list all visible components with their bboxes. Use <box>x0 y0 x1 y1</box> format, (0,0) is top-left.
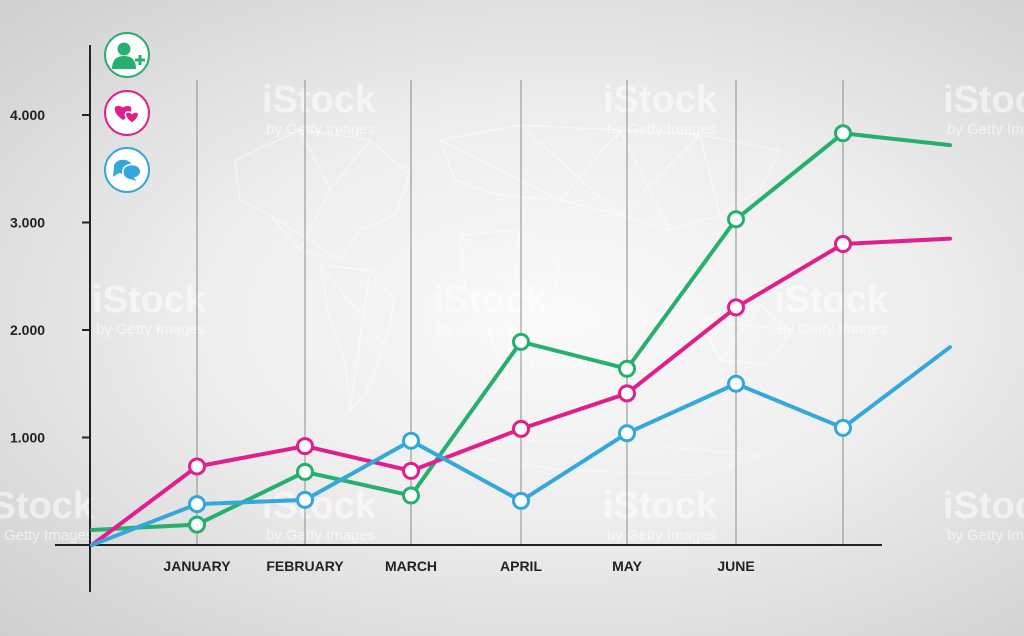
data-point <box>296 437 314 456</box>
data-point <box>727 210 745 229</box>
watermark-brand: iStock <box>92 279 207 321</box>
y-tick-label: 2.000 <box>10 322 45 338</box>
icon-ring <box>104 32 150 78</box>
data-point <box>834 235 852 253</box>
data-point <box>834 418 852 437</box>
x-tick-label: MARCH <box>385 558 437 574</box>
watermark-brand: iStock <box>774 279 889 321</box>
data-point <box>512 419 530 438</box>
y-tick-labels: 1.000 2.000 3.000 4.000 <box>10 107 45 446</box>
series-2 <box>90 345 952 547</box>
user-head <box>117 42 131 56</box>
data-point <box>618 359 636 378</box>
watermark-sub: by Getty Images <box>947 527 1024 544</box>
heart-front <box>124 111 140 125</box>
data-point <box>402 461 420 480</box>
x-tick-label: FEBRUARY <box>266 558 344 574</box>
data-point <box>188 515 206 534</box>
data-point <box>618 384 636 403</box>
data-point <box>296 490 314 509</box>
series-layer <box>90 124 952 547</box>
x-tick-label: APRIL <box>500 558 542 574</box>
data-point <box>402 486 420 505</box>
watermark-sub: by Getty Images <box>266 527 375 544</box>
data-point <box>512 491 530 510</box>
data-point <box>296 462 314 481</box>
x-tick-label: MAY <box>612 558 642 574</box>
watermark-sub: by Getty Images <box>266 121 375 138</box>
watermark-brand: iStock <box>603 79 718 121</box>
plus-sign <box>135 55 145 65</box>
y-tick-label: 1.000 <box>10 430 45 446</box>
y-tick-label: 3.000 <box>10 215 45 231</box>
series-1 <box>90 235 952 547</box>
user-body <box>112 56 136 69</box>
watermark-sub: by Getty Images <box>778 321 887 338</box>
data-point <box>188 495 206 514</box>
data-point <box>188 457 206 476</box>
chat-bubbles-icon <box>104 147 150 193</box>
watermark-sub: by Getty Images <box>437 321 546 338</box>
watermark-brand: iStock <box>262 79 377 121</box>
watermark-sub: by Getty Images <box>96 321 205 338</box>
watermark-brand: iStock <box>0 485 95 527</box>
bubble-front <box>122 163 142 185</box>
data-point <box>727 298 745 317</box>
axes <box>55 45 882 592</box>
y-tick-label: 4.000 <box>10 107 45 123</box>
series-0 <box>90 124 952 534</box>
user-add-icon <box>104 32 150 78</box>
hearts-icon <box>104 90 150 136</box>
watermark-brand: iStock <box>603 485 718 527</box>
data-point <box>834 124 852 143</box>
x-tick-label: JANUARY <box>163 558 231 574</box>
data-point <box>618 424 636 443</box>
x-tick-labels: JANUARY FEBRUARY MARCH APRIL MAY JUNE <box>163 558 754 574</box>
watermark-sub: by Getty Images <box>0 527 93 544</box>
x-tick-label: JUNE <box>717 558 754 574</box>
watermark-brand: iStock <box>943 485 1024 527</box>
data-point <box>512 332 530 351</box>
watermark-brand: iStock <box>433 279 548 321</box>
watermark-sub: by Getty Images <box>947 121 1024 138</box>
watermark-sub: by Getty Images <box>607 121 716 138</box>
data-point <box>402 431 420 450</box>
watermark-brand: iStock <box>943 79 1024 121</box>
watermark-sub: by Getty Images <box>607 527 716 544</box>
data-point <box>727 374 745 393</box>
legend-icons <box>104 32 150 193</box>
